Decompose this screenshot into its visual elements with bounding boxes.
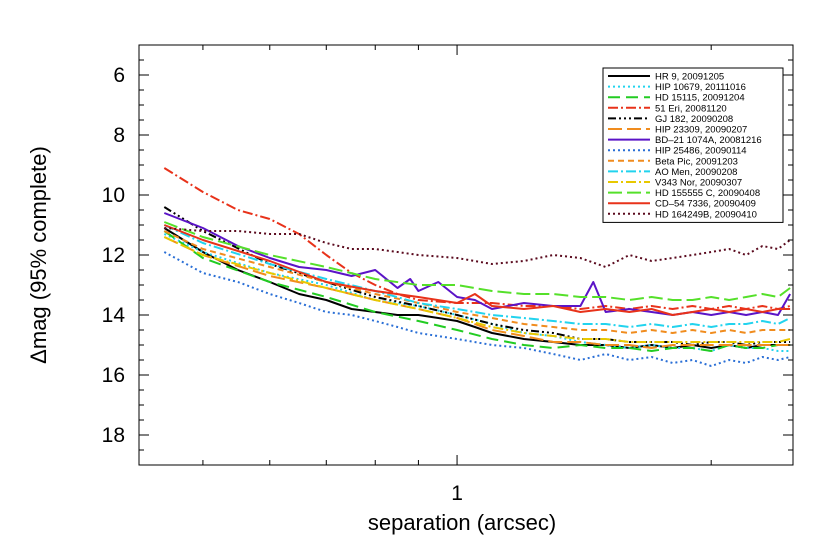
series-line-3	[163, 230, 791, 352]
series-line-7	[163, 212, 791, 316]
series-line-14	[164, 227, 791, 268]
plot-series-layer	[163, 167, 791, 367]
legend-label-10: AO Men, 20090208	[655, 167, 737, 178]
legend-label-8: HIP 25486, 20090114	[655, 146, 747, 157]
legend-label-9: Beta Pic, 20091203	[655, 156, 738, 167]
legend-label-14: HD 164249B, 20090410	[655, 209, 757, 220]
series-line-5	[163, 206, 791, 346]
y-axis-label: Δmag (95% complete)	[26, 146, 51, 364]
legend-label-6: HIP 23309, 20090207	[655, 125, 747, 136]
legend-label-1: HR 9, 20091205	[655, 72, 724, 83]
y-tick-label: 10	[102, 184, 125, 207]
y-tick-label: 14	[102, 304, 126, 327]
legend-label-13: CD–54 7336, 20090409	[655, 199, 756, 210]
legend-label-7: BD–21 1074A, 20081216	[655, 135, 762, 146]
y-tick-label: 12	[102, 244, 125, 267]
legend-label-11: V343 Nor, 20090307	[655, 178, 742, 189]
series-line-12	[163, 221, 791, 301]
axes-layer: 6 8 10 12 14 16 18 1	[102, 44, 793, 505]
y-tick-label: 8	[113, 124, 125, 147]
y-tick-label: 18	[102, 424, 125, 447]
legend-label-12: HD 155555 C, 20090408	[655, 188, 760, 199]
y-tick-label: 16	[102, 364, 125, 387]
series-line-9	[163, 230, 791, 334]
legend-box	[602, 67, 784, 223]
legend-label-3: HD 15115, 20091204	[655, 93, 745, 104]
x-axis-label: separation (arcsec)	[368, 510, 556, 535]
series-line-4	[163, 167, 791, 310]
legend-label-4: 51 Eri, 20081120	[655, 103, 727, 114]
legend-label-2: HIP 10679, 20111016	[655, 82, 746, 93]
series-line-1	[163, 227, 791, 349]
x-tick-label: 1	[451, 482, 463, 505]
series-line-13	[163, 224, 791, 316]
legend-label-5: GJ 182, 20090208	[655, 114, 733, 125]
y-tick-label: 6	[113, 64, 125, 87]
series-line-6	[163, 236, 791, 349]
